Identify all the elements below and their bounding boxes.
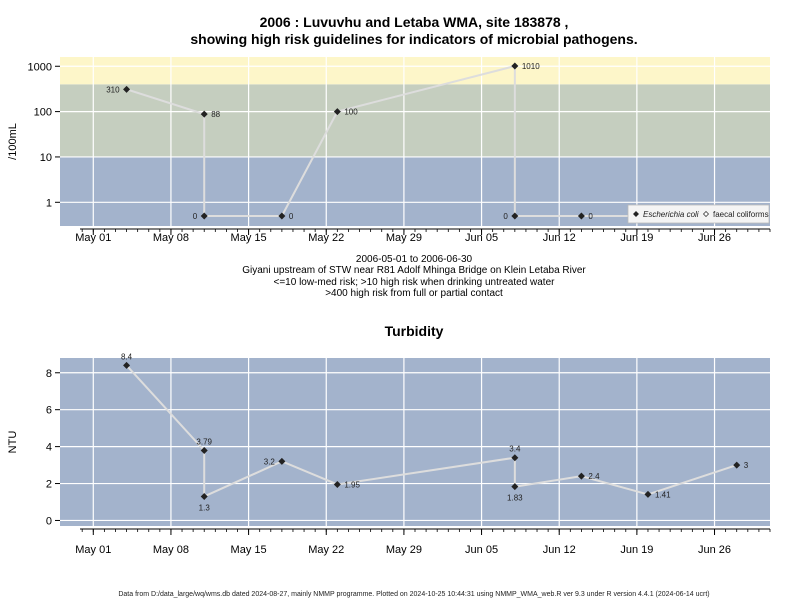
legend-entry: faecal coliforms [713, 210, 769, 219]
y-tick-label: 10 [40, 152, 52, 164]
legend-box [627, 204, 770, 224]
x-tick-label: May 01 [75, 544, 111, 556]
caption-low-risk: <=10 low-med risk; >10 high risk when dr… [274, 277, 556, 288]
x-tick-label: Jun 05 [465, 544, 498, 556]
data-point [200, 110, 208, 118]
data-label: 3.2 [264, 457, 276, 466]
turbidity-panel: 0 2 4 6 8 NTU May 01 May 08 May 15 May 22 May 29 Ju… [7, 352, 771, 556]
x-tick-label: Jun 12 [543, 232, 576, 244]
y-tick-label: 100 [34, 107, 52, 119]
data-point [577, 472, 585, 480]
y-tick-label: 2 [46, 479, 52, 491]
data-point [511, 62, 519, 70]
data-label: 3.4 [509, 445, 521, 454]
data-point [511, 483, 519, 491]
data-point [278, 212, 286, 220]
data-point [511, 454, 519, 462]
data-label: 0 [588, 212, 593, 221]
data-label: 1.95 [344, 480, 360, 489]
series-line [125, 364, 738, 499]
footer-note: Data from D:/data_large/wq/wms.db dated … [118, 591, 709, 598]
data-label: 1010 [522, 62, 540, 71]
y-tick-label: 8 [46, 368, 52, 380]
data-label: 2.4 [588, 472, 600, 481]
data-label: 310 [106, 85, 120, 94]
data-point [644, 490, 652, 498]
data-point [333, 108, 341, 116]
data-point [200, 212, 208, 220]
data-label: 3.79 [196, 437, 212, 446]
open-diamond-icon [703, 211, 709, 217]
x-tick-label: Jun 26 [698, 544, 731, 556]
y-axis-label: NTU [7, 431, 19, 454]
legend: Escherichia coli faecal coliforms [627, 204, 770, 224]
x-tick-label: May 22 [308, 544, 344, 556]
data-label: 88 [211, 110, 220, 119]
data-label: 0 [289, 212, 294, 221]
data-point [123, 85, 131, 93]
y-tick-label: 1 [46, 197, 52, 209]
x-tick-label: May 08 [153, 232, 189, 244]
chart-title-line2: showing high risk guidelines for indicat… [190, 31, 637, 47]
caption-site: Giyani upstream of STW near R81 Adolf Mh… [242, 265, 586, 276]
data-label: 0 [193, 212, 198, 221]
x-tick-label: Jun 12 [543, 544, 576, 556]
x-tick-label: Jun 19 [620, 232, 653, 244]
x-tick-label: May 22 [308, 232, 344, 244]
risk-band-3 [60, 57, 770, 85]
data-label: 3 [744, 461, 749, 470]
data-point [278, 457, 286, 465]
risk-band-2 [60, 84, 770, 157]
y-axis-label: /100mL [7, 123, 19, 160]
plot-background [60, 358, 770, 526]
series-line [126, 64, 737, 217]
data-point [333, 480, 341, 488]
data-label: 1.3 [199, 503, 211, 512]
y-tick-label: 4 [46, 442, 52, 454]
data-point [733, 461, 741, 469]
x-tick-label: May 15 [231, 232, 267, 244]
y-tick-label: 6 [46, 405, 52, 417]
x-tick-label: May 08 [153, 544, 189, 556]
data-point [200, 446, 208, 454]
x-tick-label: Jun 05 [465, 232, 498, 244]
data-point [577, 212, 585, 220]
data-point [200, 492, 208, 500]
x-tick-label: Jun 26 [698, 232, 731, 244]
x-tick-label: May 15 [231, 544, 267, 556]
data-label: 8.4 [121, 352, 133, 361]
data-point [511, 212, 519, 220]
caption-high-risk: >400 high risk from full or partial cont… [325, 288, 503, 299]
data-label: 100 [344, 108, 358, 117]
filled-diamond-icon [633, 211, 639, 217]
x-tick-label: May 29 [386, 232, 422, 244]
data-point [123, 361, 131, 369]
x-tick-label: May 29 [386, 544, 422, 556]
data-label: 0 [503, 212, 508, 221]
caption-date-range: 2006-05-01 to 2006-06-30 [356, 254, 473, 265]
data-label: 1.41 [655, 490, 671, 499]
legend-entry: Escherichia coli [643, 210, 699, 219]
y-tick-label: 0 [46, 515, 52, 527]
turbidity-title: Turbidity [385, 323, 444, 339]
x-tick-label: May 01 [75, 232, 111, 244]
chart-title-line1: 2006 : Luvuvhu and Letaba WMA, site 1838… [260, 14, 569, 30]
y-tick-label: 1000 [28, 61, 52, 73]
x-tick-label: Jun 19 [620, 544, 653, 556]
data-label: 1.83 [507, 494, 523, 503]
